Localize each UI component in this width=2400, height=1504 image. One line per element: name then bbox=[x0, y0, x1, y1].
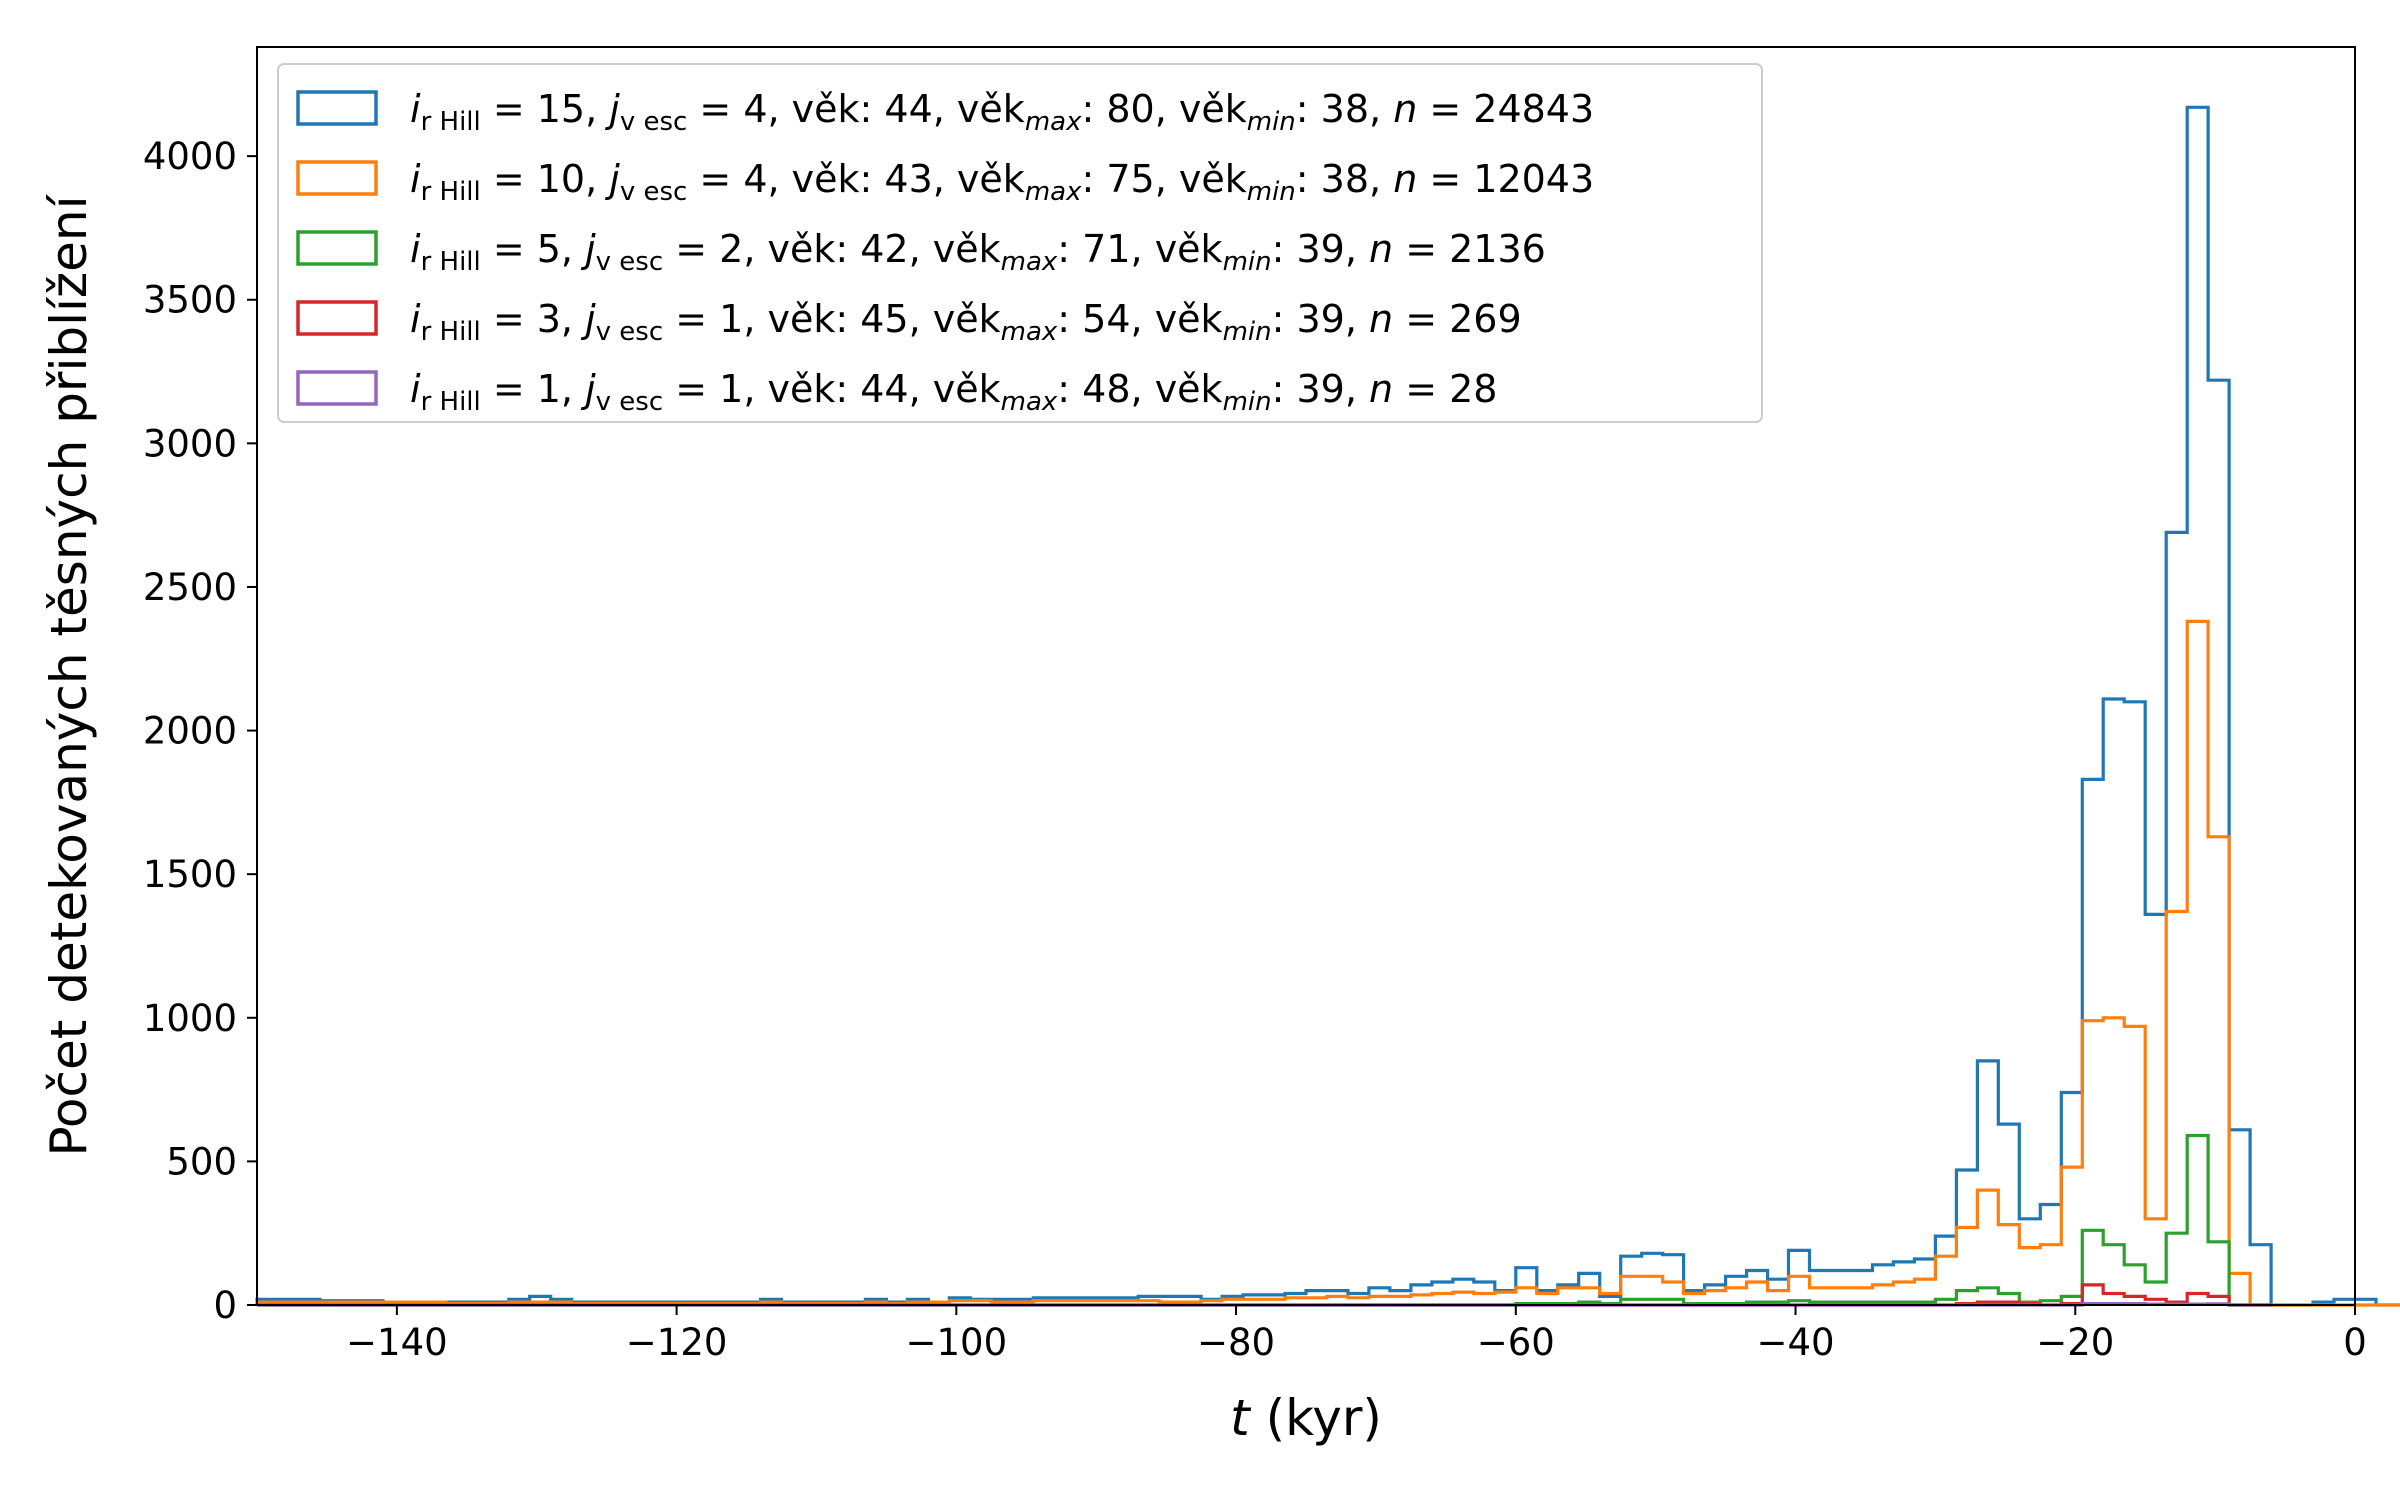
y-tick-label: 2000 bbox=[143, 710, 237, 753]
y-tick-label: 0 bbox=[213, 1284, 237, 1327]
legend-entry: ir Hill = 1, jv esc = 1, věk: 44, věkmax… bbox=[410, 367, 1497, 417]
x-axis: −140 −120 −100 −80 −60 −40 −20 0 bbox=[346, 1305, 2367, 1364]
legend-entry: ir Hill = 10, jv esc = 4, věk: 43, věkma… bbox=[410, 157, 1594, 207]
legend-entry: ir Hill = 3, jv esc = 1, věk: 45, věkmax… bbox=[410, 297, 1522, 347]
x-tick-label: −120 bbox=[626, 1321, 728, 1364]
legend: ir Hill = 15, jv esc = 4, věk: 44, věkma… bbox=[277, 63, 1763, 423]
plot-frame bbox=[256, 46, 2356, 1306]
x-tick-label: −40 bbox=[1756, 1321, 1834, 1364]
x-tick-label: −60 bbox=[1477, 1321, 1555, 1364]
x-axis-unit: (kyr) bbox=[1250, 1389, 1382, 1447]
y-tick-label: 3500 bbox=[143, 279, 237, 322]
y-tick-label: 3000 bbox=[143, 422, 237, 465]
legend-swatch bbox=[296, 160, 378, 196]
legend-swatch bbox=[296, 230, 378, 266]
y-tick-label: 1000 bbox=[143, 997, 237, 1040]
y-tick-label: 1500 bbox=[143, 853, 237, 896]
legend-swatch bbox=[296, 370, 378, 406]
x-tick-label: −20 bbox=[2036, 1321, 2114, 1364]
y-tick-label: 500 bbox=[166, 1140, 237, 1183]
x-tick-label: −80 bbox=[1197, 1321, 1275, 1364]
x-tick-label: −140 bbox=[346, 1321, 448, 1364]
legend-entry: ir Hill = 5, jv esc = 2, věk: 42, věkmax… bbox=[410, 227, 1546, 277]
y-tick-label: 4000 bbox=[143, 135, 237, 178]
y-tick-label: 2500 bbox=[143, 566, 237, 609]
legend-box bbox=[277, 63, 1763, 423]
legend-entry: ir Hill = 15, jv esc = 4, věk: 44, věkma… bbox=[410, 87, 1594, 137]
y-axis-label: Počet detekovaných těsných přiblížení bbox=[40, 193, 98, 1156]
x-tick-label: −100 bbox=[906, 1321, 1008, 1364]
legend-swatch bbox=[296, 300, 378, 336]
x-axis-variable: t bbox=[1230, 1389, 1252, 1447]
x-axis-label: t (kyr) bbox=[1230, 1389, 1382, 1447]
y-axis: 0 500 1000 1500 2000 2500 3000 3500 4000 bbox=[143, 135, 257, 1327]
legend-swatch bbox=[296, 90, 378, 126]
x-tick-label: 0 bbox=[2343, 1321, 2367, 1364]
